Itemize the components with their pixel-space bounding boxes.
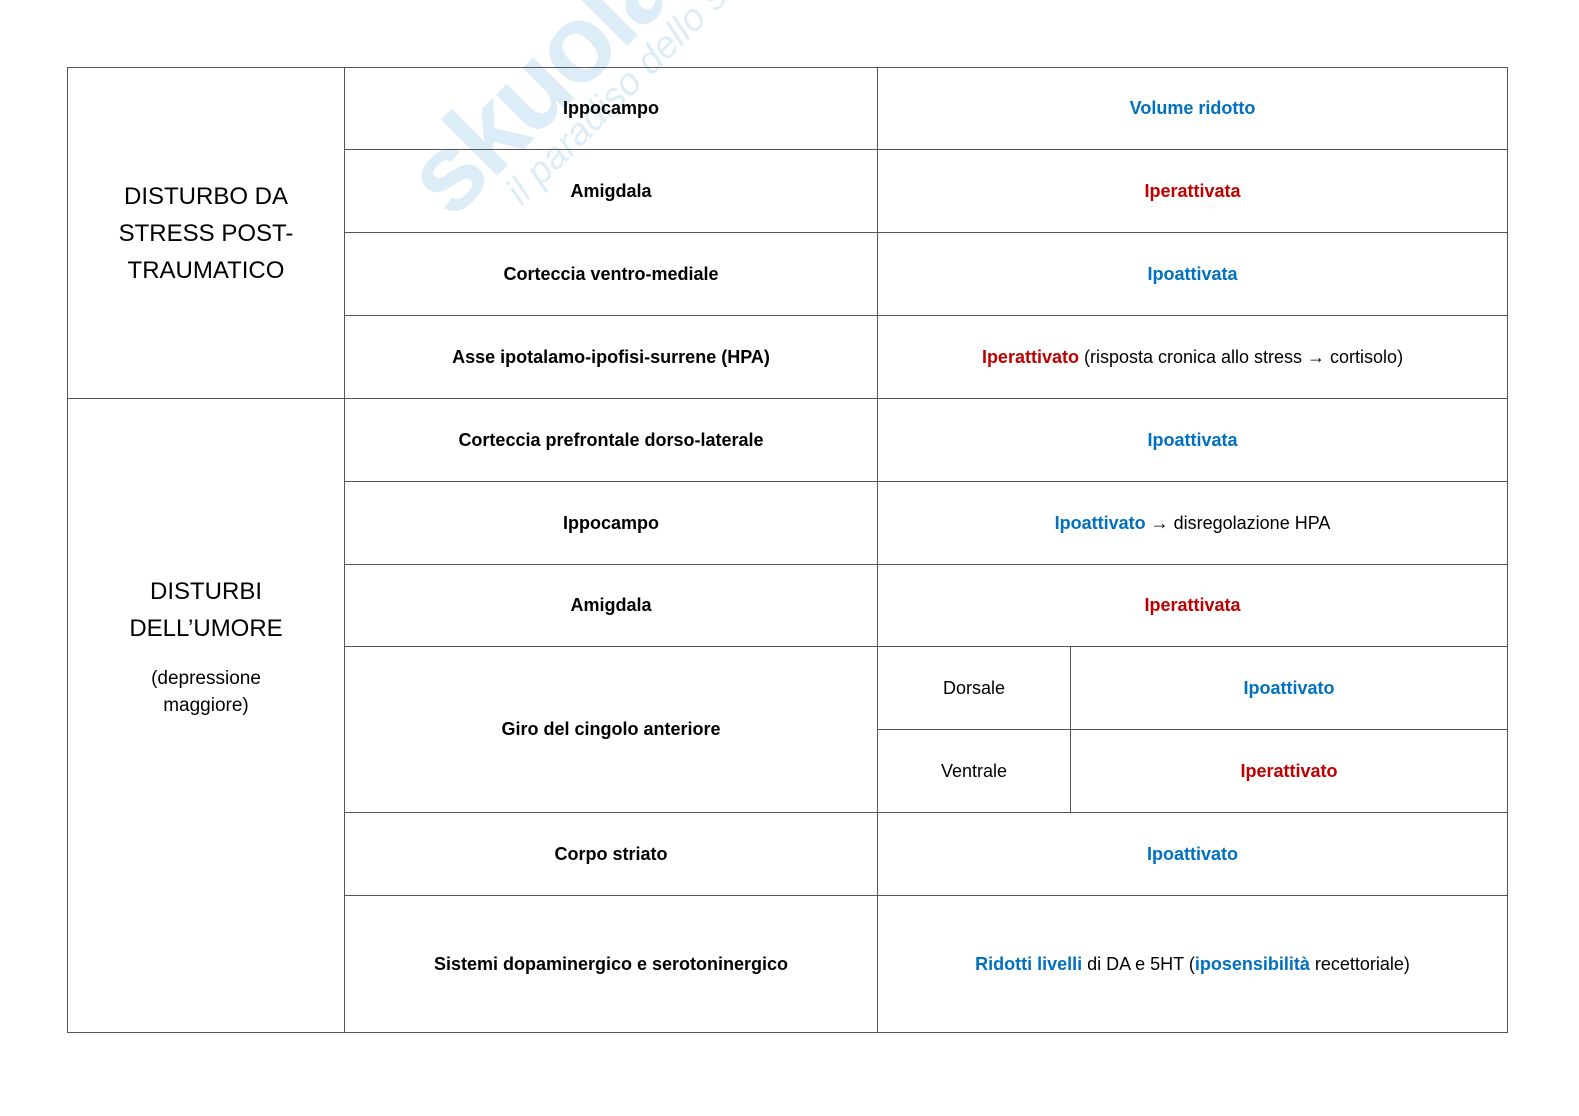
region-cell: Amigdala [344,564,878,647]
table-row: Sistemi dopaminergico e serotoninergico … [68,895,1509,1033]
effect-cell: Volume ridotto [876,67,1509,150]
table-row: Ippocampo Ipoattivato → disregolazione H… [68,481,1509,565]
effect-label: Iperattivato [981,346,1079,367]
category-subtitle: (depressione maggiore) [151,667,261,716]
region-cell: Sistemi dopaminergico e serotoninergico [344,895,878,1033]
table-row: DISTURBI DELL’UMORE (depressione maggior… [67,398,1509,1033]
category-title: DISTURBO DA STRESS POST-TRAUMATICO [118,182,294,284]
effect-cell: Ipoattivata [876,232,1509,316]
table-row: Amigdala Iperattivata [68,564,1509,647]
table-row: DISTURBO DA STRESS POST-TRAUMATICO Ippoc… [67,67,1509,399]
effect-note: (risposta cronica allo stress → cortisol… [1078,346,1404,367]
category-title: DISTURBI DELL’UMORE [129,577,283,642]
effect-cell: Iperattivata [876,149,1509,233]
region-cell: Giro del cingolo anteriore [344,646,878,813]
region-cell: Ippocampo [344,481,878,565]
effect-label: Ipoattivato [1054,512,1146,533]
effect-label: iposensibilità [1194,953,1310,974]
effect-cell: Iperattivato (risposta cronica allo stre… [876,315,1509,399]
effect-cell: Iperattivata [876,564,1509,647]
table-row: Corteccia ventro-mediale Ipoattivata [68,232,1509,316]
comparison-table: DISTURBO DA STRESS POST-TRAUMATICO Ippoc… [67,67,1509,1033]
table-row: Giro del cingolo anteriore Dorsale Ipoat… [68,646,1509,813]
effect-cell: Iperattivato [1069,729,1509,813]
region-cell: Asse ipotalamo-ipofisi-surrene (HPA) [344,315,878,399]
effect-note: → disregolazione HPA [1145,512,1331,533]
subregion-cell: Dorsale [877,646,1071,730]
region-cell: Ippocampo [344,67,878,150]
subregion-cell: Ventrale [877,729,1071,813]
region-cell: Amigdala [344,149,878,233]
table-row: Asse ipotalamo-ipofisi-surrene (HPA) Ipe… [68,315,1509,399]
effect-note: di DA e 5HT ( [1082,953,1195,974]
effect-cell: Ipoattivato [1069,646,1509,730]
effect-cell: Ipoattivato [876,812,1509,896]
effect-cell: Ipoattivata [876,398,1509,482]
category-mood: DISTURBI DELL’UMORE (depressione maggior… [67,398,345,1033]
effect-label: Ridotti livelli [975,953,1083,974]
effect-note: recettoriale) [1309,953,1410,974]
category-ptsd: DISTURBO DA STRESS POST-TRAUMATICO [67,67,345,399]
region-cell: Corteccia ventro-mediale [344,232,878,316]
table-row: Amigdala Iperattivata [68,149,1509,233]
region-cell: Corteccia prefrontale dorso-laterale [344,398,878,482]
effect-cell: Ipoattivato → disregolazione HPA [876,481,1509,565]
effect-cell: Ridotti livelli di DA e 5HT (iposensibil… [876,895,1509,1033]
region-cell: Corpo striato [344,812,878,896]
table-row: Corpo striato Ipoattivato [68,812,1509,896]
table-row: Ventrale Iperattivato [68,729,1509,813]
